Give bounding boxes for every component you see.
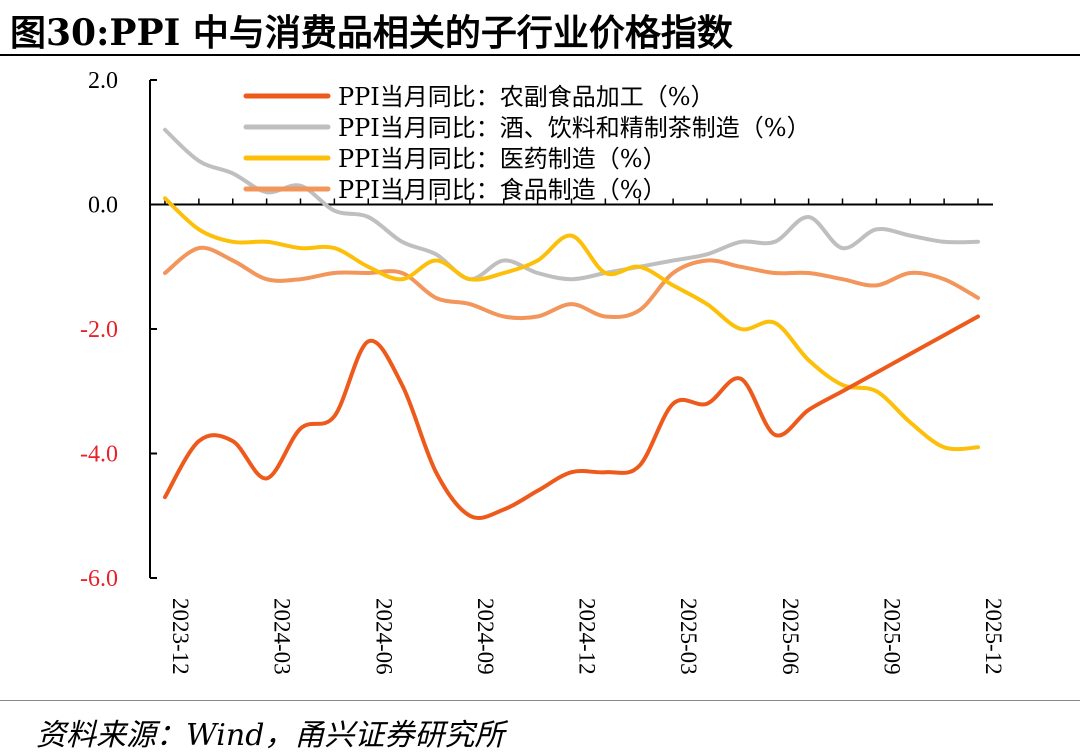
legend-label: PPI当月同比：农副食品加工（%） — [338, 83, 715, 111]
y-tick-label: 2.0 — [88, 68, 118, 94]
x-tick-label: 2025-03 — [676, 598, 701, 675]
chart-legend: PPI当月同比：农副食品加工（%） PPI当月同比：酒、饮料和精制茶制造（%） PP… — [243, 83, 811, 204]
series-line — [163, 245, 980, 321]
series-line — [163, 196, 980, 452]
x-tick-label: 2025-12 — [981, 598, 1006, 675]
source-divider — [0, 700, 1080, 701]
x-tick-label: 2024-09 — [473, 598, 498, 675]
chart-axes-layer: 2.0 0.0 -2.0 -4.0 -6.0 2023-12 2024-03 2024-06 2… — [80, 68, 1006, 675]
legend-label: PPI当月同比：医药制造（%） — [338, 145, 667, 173]
chart-series-layer — [163, 127, 980, 521]
series-line — [163, 127, 980, 282]
y-tick-label: 0.0 — [88, 193, 118, 219]
x-tick-label: 2025-09 — [879, 598, 904, 675]
x-tick-label: 2023-12 — [168, 598, 193, 675]
line-chart: 2.0 0.0 -2.0 -4.0 -6.0 2023-12 2024-03 2024-06 2… — [80, 68, 1006, 675]
x-tick-label: 2024-03 — [270, 598, 295, 675]
x-tick-label: 2025-06 — [778, 598, 803, 675]
x-tick-label: 2024-06 — [371, 598, 396, 675]
legend-label: PPI当月同比：食品制造（%） — [338, 176, 667, 204]
y-tick-label: -6.0 — [80, 566, 118, 592]
y-tick-label: -2.0 — [80, 317, 118, 343]
source-note: 资料来源：Wind，甬兴证券研究所 — [36, 718, 505, 753]
series-line — [163, 314, 980, 521]
x-tick-label: 2024-12 — [575, 598, 600, 675]
legend-label: PPI当月同比：酒、饮料和精制茶制造（%） — [338, 114, 811, 142]
figure-title: 图30:PPI 中与消费品相关的子行业价格指数 — [10, 12, 733, 54]
title-rule — [0, 54, 1080, 56]
y-tick-label: -4.0 — [80, 442, 118, 468]
